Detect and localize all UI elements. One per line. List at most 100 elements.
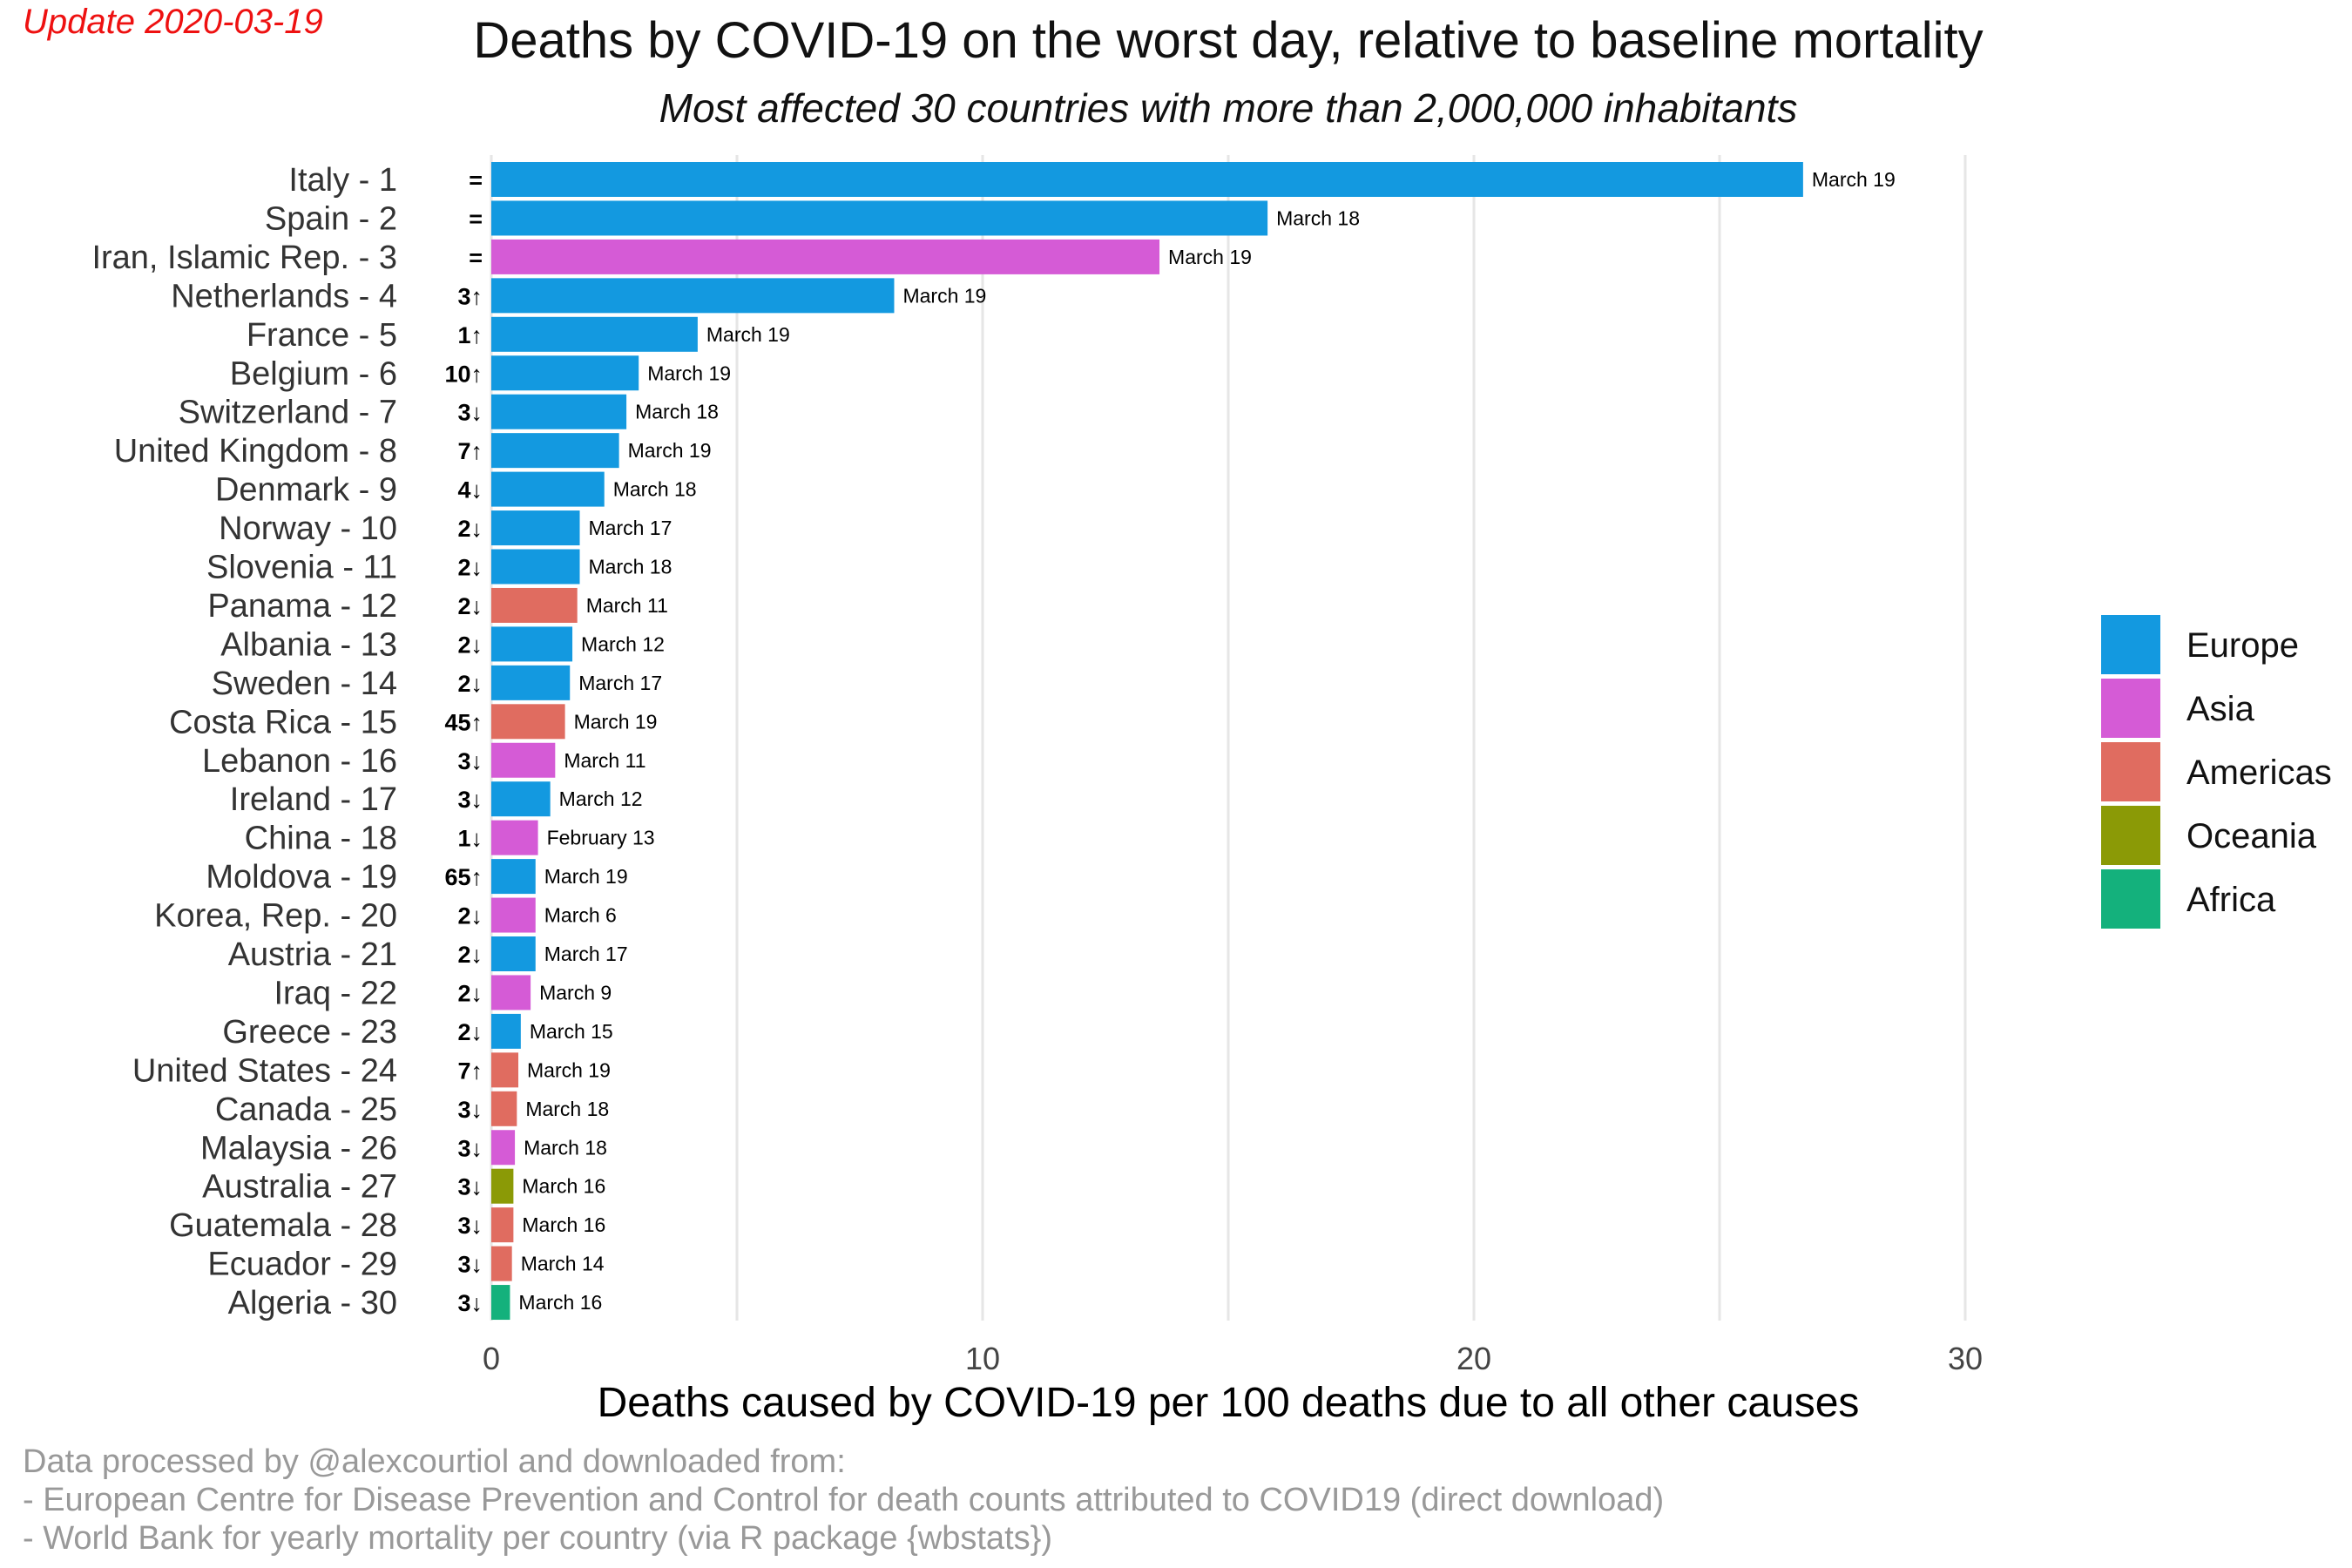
bar [491, 510, 580, 546]
x-tick-label: 20 [1456, 1341, 1491, 1376]
rank-change-label: 2↓ [457, 593, 483, 619]
bar-row: Panama - 12 2↓ March 11 [207, 587, 668, 625]
rank-change-label: 2↓ [457, 1019, 483, 1045]
bar [491, 239, 1160, 274]
bar-row: Guatemala - 28 3↓ March 16 [169, 1207, 605, 1244]
bar-row: Netherlands - 4 3↑ March 19 [171, 278, 986, 314]
date-label: March 19 [574, 710, 658, 733]
country-label: Albania - 13 [220, 626, 397, 663]
bar [491, 897, 536, 933]
country-label: Spain - 2 [265, 200, 397, 237]
bar [491, 471, 605, 507]
rank-change-label: 7↑ [457, 438, 483, 464]
rank-change-label: 3↓ [457, 748, 483, 774]
date-label: March 15 [530, 1020, 613, 1043]
caption-line-2: - European Centre for Disease Prevention… [23, 1482, 1664, 1518]
rank-change-label: 65↑ [444, 864, 483, 890]
bar-row: Iraq - 22 2↓ March 9 [274, 975, 612, 1011]
bar-row: Denmark - 9 4↓ March 18 [215, 471, 697, 509]
caption-line-1: Data processed by @alexcourtiol and down… [23, 1443, 846, 1480]
legend-item: Europe [2101, 615, 2299, 674]
rank-change-label: 3↓ [457, 400, 483, 426]
date-label: March 17 [578, 672, 662, 694]
date-label: March 19 [1168, 246, 1252, 268]
rank-change-label: 3↓ [457, 1174, 483, 1200]
rank-change-label: 2↓ [457, 516, 483, 542]
country-label: Belgium - 6 [230, 355, 397, 392]
rank-change-label: 10↑ [444, 361, 483, 387]
bars: Italy - 1 = March 19 Spain - 2 = March 18 Iran… [91, 162, 1896, 1321]
country-label: Panama - 12 [207, 588, 397, 625]
date-label: March 19 [544, 865, 628, 888]
bar-row: Sweden - 14 2↓ March 17 [212, 665, 662, 702]
rank-change-label: 2↓ [457, 671, 483, 697]
legend-swatch [2101, 615, 2160, 674]
country-label: Lebanon - 16 [202, 743, 397, 780]
bar-row: Ecuador - 29 3↓ March 14 [207, 1246, 605, 1283]
bar-row: Costa Rica - 15 45↑ March 19 [169, 704, 657, 740]
bar [491, 355, 639, 391]
bar-row: Switzerland - 7 3↓ March 18 [179, 394, 719, 431]
bar [491, 162, 1803, 197]
country-label: Korea, Rep. - 20 [154, 898, 397, 935]
bar [491, 742, 556, 778]
date-label: March 17 [544, 943, 628, 965]
bar [491, 1130, 516, 1166]
date-label: March 12 [581, 632, 665, 655]
country-label: Austria - 21 [228, 936, 397, 973]
country-label: Norway - 10 [219, 510, 397, 547]
bar [491, 975, 531, 1010]
bar-row: Australia - 27 3↓ March 16 [202, 1168, 605, 1206]
country-label: China - 18 [245, 821, 397, 857]
rank-change-label: 3↓ [457, 1252, 483, 1278]
rank-change-label: 45↑ [444, 709, 483, 735]
bar [491, 278, 895, 314]
bar-row: Canada - 25 3↓ March 18 [215, 1091, 609, 1128]
bar [491, 549, 580, 585]
date-label: March 14 [521, 1253, 605, 1275]
country-label: Guatemala - 28 [169, 1207, 397, 1244]
rank-change-label: 4↓ [457, 477, 483, 504]
country-label: Iran, Islamic Rep. - 3 [91, 240, 397, 276]
legend-label: Europe [2186, 626, 2299, 665]
grid [490, 155, 1967, 1321]
bar [491, 1246, 512, 1281]
x-tick-label: 30 [1948, 1341, 1983, 1376]
bar-row: Austria - 21 2↓ March 17 [228, 936, 628, 973]
country-label: United Kingdom - 8 [114, 433, 397, 470]
legend-label: Americas [2186, 754, 2332, 792]
bar-row: Slovenia - 11 2↓ March 18 [206, 549, 672, 586]
bar [491, 1168, 514, 1204]
rank-change-label: 1↑ [457, 322, 483, 348]
bar-row: Ireland - 17 3↓ March 12 [230, 781, 643, 818]
date-label: March 18 [635, 401, 719, 423]
date-label: March 19 [1812, 168, 1896, 191]
date-label: March 19 [706, 323, 790, 346]
rank-change-label: 7↑ [457, 1058, 483, 1084]
bar-row: Malaysia - 26 3↓ March 18 [200, 1130, 607, 1166]
bar [491, 820, 538, 855]
bar [491, 859, 536, 895]
bar-row: Algeria - 30 3↓ March 16 [228, 1285, 602, 1321]
x-axis-label: Deaths caused by COVID-19 per 100 deaths… [598, 1380, 1860, 1426]
bar-row: United States - 24 7↑ March 19 [132, 1052, 611, 1089]
bar-row: Spain - 2 = March 18 [265, 200, 1360, 237]
rank-change-label: = [469, 206, 483, 232]
rank-change-label: 2↓ [457, 942, 483, 968]
date-label: February 13 [547, 827, 655, 849]
legend-item: Americas [2101, 742, 2332, 801]
bar-row: Korea, Rep. - 20 2↓ March 6 [154, 897, 617, 935]
bar-row: United Kingdom - 8 7↑ March 19 [114, 433, 712, 470]
legend-label: Africa [2186, 881, 2276, 919]
bar [491, 626, 573, 662]
legend-swatch [2101, 806, 2160, 865]
bar-row: France - 5 1↑ March 19 [247, 316, 790, 354]
bar-row: Italy - 1 = March 19 [288, 162, 1896, 199]
bar [491, 587, 578, 623]
country-label: France - 5 [247, 317, 397, 354]
bar [491, 936, 536, 971]
country-label: Italy - 1 [288, 162, 397, 199]
country-label: Moldova - 19 [206, 859, 397, 896]
date-label: March 19 [527, 1058, 611, 1081]
